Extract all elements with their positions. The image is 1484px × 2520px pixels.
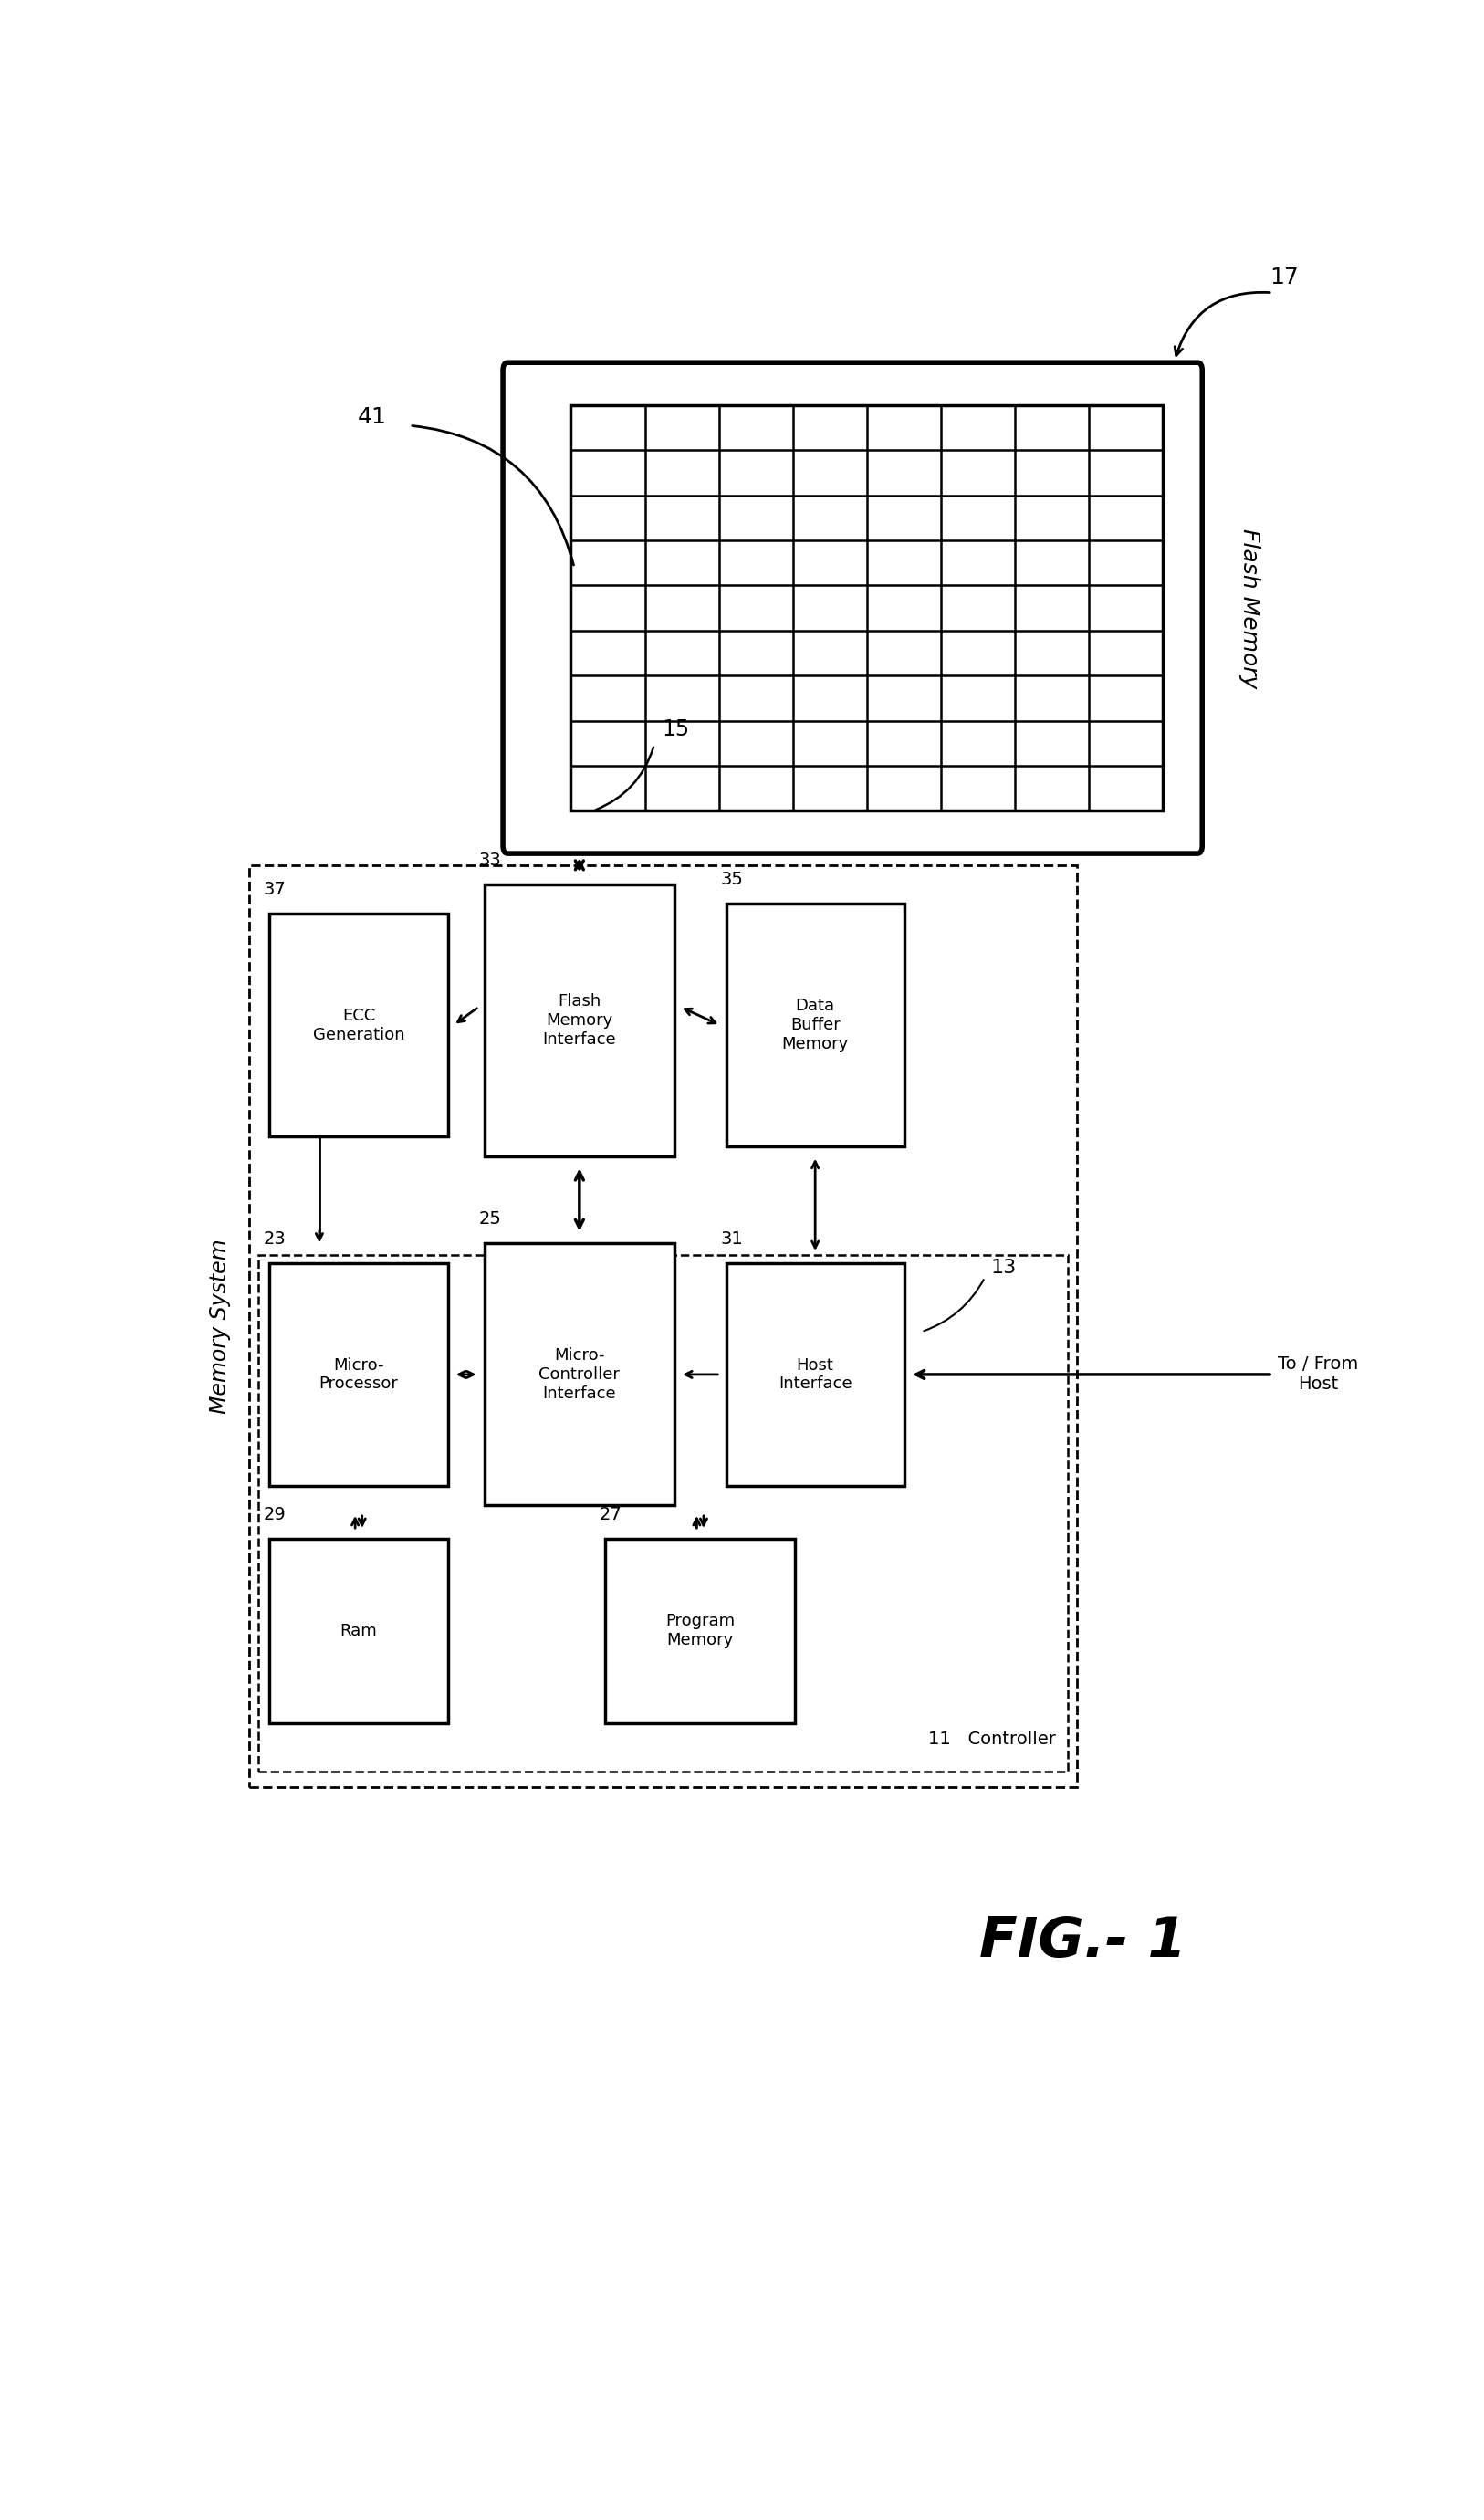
Text: 15: 15: [662, 718, 690, 741]
Bar: [726, 1263, 904, 1487]
Text: 29: 29: [264, 1504, 286, 1522]
Text: 11   Controller: 11 Controller: [929, 1731, 1057, 1749]
Bar: [270, 915, 448, 1137]
Text: 13: 13: [991, 1257, 1017, 1278]
Text: Program
Memory: Program Memory: [665, 1613, 735, 1648]
Bar: [726, 905, 904, 1147]
Text: Micro-
Processor: Micro- Processor: [319, 1356, 398, 1391]
Text: ECC
Generation: ECC Generation: [313, 1008, 405, 1043]
Text: Ram: Ram: [340, 1623, 377, 1638]
Text: Flash Memory: Flash Memory: [1238, 529, 1260, 688]
Bar: [258, 1255, 1067, 1772]
Text: 17: 17: [1269, 267, 1298, 287]
Bar: [484, 885, 674, 1157]
Bar: [605, 1537, 795, 1724]
Text: 31: 31: [720, 1230, 743, 1247]
Text: 35: 35: [720, 872, 743, 890]
Text: Micro-
Controller
Interface: Micro- Controller Interface: [539, 1348, 620, 1401]
Text: 23: 23: [264, 1230, 286, 1247]
Text: Data
Buffer
Memory: Data Buffer Memory: [782, 998, 849, 1053]
Bar: [270, 1263, 448, 1487]
FancyBboxPatch shape: [503, 363, 1202, 854]
Text: 33: 33: [479, 852, 502, 869]
Text: 41: 41: [358, 406, 387, 428]
Text: 37: 37: [264, 882, 286, 897]
Text: To / From
Host: To / From Host: [1278, 1356, 1359, 1394]
Bar: [571, 406, 1163, 811]
Bar: [249, 864, 1077, 1787]
Text: 27: 27: [600, 1504, 622, 1522]
Bar: [484, 1242, 674, 1504]
Text: Memory System: Memory System: [209, 1237, 232, 1414]
Bar: [270, 1537, 448, 1724]
Text: 25: 25: [479, 1210, 502, 1227]
Text: Host
Interface: Host Interface: [779, 1356, 852, 1391]
Text: FIG.- 1: FIG.- 1: [979, 1915, 1186, 1968]
Text: Flash
Memory
Interface: Flash Memory Interface: [543, 993, 616, 1048]
